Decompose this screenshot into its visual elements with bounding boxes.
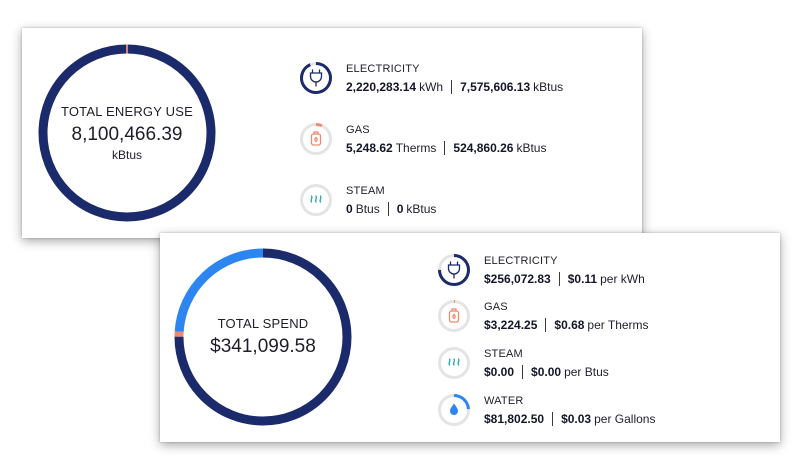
legend-value: 2,220,283.14 bbox=[346, 80, 417, 94]
spend-total-value: $341,099.58 bbox=[210, 336, 316, 357]
legend-value: $0.68 bbox=[554, 318, 585, 332]
legend-value: 7,575,606.13 bbox=[460, 80, 531, 94]
steam-icon bbox=[300, 184, 332, 216]
divider bbox=[522, 365, 524, 379]
total-spend-card: TOTAL SPEND $341,099.58 ELECTRICITY $256… bbox=[160, 233, 780, 442]
legend-ring-track bbox=[438, 347, 470, 379]
legend-ring-track bbox=[300, 184, 332, 216]
energy-use-card: TOTAL ENERGY USE 8,100,466.39 kBtus ELEC… bbox=[22, 28, 642, 238]
legend-unit: kBtus bbox=[533, 80, 564, 94]
energy-donut-chart: TOTAL ENERGY USE 8,100,466.39 kBtus bbox=[37, 43, 217, 223]
legend-value: $256,072.83 bbox=[484, 272, 551, 286]
divider bbox=[451, 80, 453, 94]
energy-total-unit: kBtus bbox=[111, 148, 142, 162]
legend-unit: per Therms bbox=[587, 318, 649, 332]
divider bbox=[552, 412, 554, 426]
legend-unit: per kWh bbox=[600, 272, 645, 286]
water-drop-icon bbox=[438, 394, 470, 426]
spend-donut-svg bbox=[174, 248, 352, 426]
divider bbox=[444, 141, 446, 155]
legend-ring-track bbox=[300, 123, 332, 155]
legend-unit: Btus bbox=[355, 202, 380, 216]
legend-unit: per Btus bbox=[564, 365, 609, 379]
legend-unit: kBtus bbox=[406, 202, 437, 216]
legend-ring-fill bbox=[315, 123, 323, 128]
divider bbox=[558, 272, 560, 286]
legend-ring-fill bbox=[438, 254, 470, 286]
legend-label: ELECTRICITY bbox=[346, 63, 420, 75]
legend-label: GAS bbox=[484, 301, 508, 313]
legend-value: $3,224.25 bbox=[484, 318, 538, 332]
legend-value: $81,802.50 bbox=[484, 412, 545, 426]
electric-plug-icon bbox=[438, 254, 470, 286]
legend-value: $0.00 bbox=[531, 365, 562, 379]
legend-ring-fill bbox=[453, 394, 470, 410]
legend-value: 0 bbox=[346, 202, 353, 216]
legend-unit: per Gallons bbox=[594, 412, 656, 426]
legend-value: $0.03 bbox=[561, 412, 592, 426]
gas-canister-icon bbox=[300, 123, 332, 155]
legend-ring-fill bbox=[300, 62, 332, 94]
donut-slice-water bbox=[174, 248, 264, 332]
legend-value: 0 bbox=[396, 202, 404, 216]
legend-value: $0.11 bbox=[567, 272, 598, 286]
energy-total-value: 8,100,466.39 bbox=[71, 124, 183, 145]
legend-value: 524,860.26 bbox=[453, 141, 514, 155]
energy-donut-svg bbox=[38, 44, 216, 222]
legend-ring-track bbox=[438, 300, 470, 332]
donut-slice-electricity bbox=[174, 248, 352, 426]
gas-canister-icon bbox=[438, 300, 470, 332]
spend-donut-chart: TOTAL SPEND $341,099.58 bbox=[173, 247, 353, 427]
spend-donut-title: TOTAL SPEND bbox=[217, 316, 309, 331]
legend-label: GAS bbox=[346, 124, 370, 136]
legend-label: ELECTRICITY bbox=[484, 255, 558, 267]
legend-unit: kBtus bbox=[516, 141, 547, 155]
legend-label: WATER bbox=[484, 395, 524, 407]
steam-icon bbox=[438, 347, 470, 379]
legend-unit: kWh bbox=[419, 80, 444, 94]
legend-label: STEAM bbox=[346, 185, 385, 197]
divider bbox=[545, 318, 547, 332]
legend-value: 5,248.62 bbox=[346, 141, 393, 155]
legend-value: $0.00 bbox=[484, 365, 515, 379]
electric-plug-icon bbox=[300, 62, 332, 94]
legend-label: STEAM bbox=[484, 348, 523, 360]
legend-unit: Therms bbox=[395, 141, 437, 155]
divider bbox=[387, 202, 389, 216]
energy-donut-title: TOTAL ENERGY USE bbox=[60, 104, 194, 119]
